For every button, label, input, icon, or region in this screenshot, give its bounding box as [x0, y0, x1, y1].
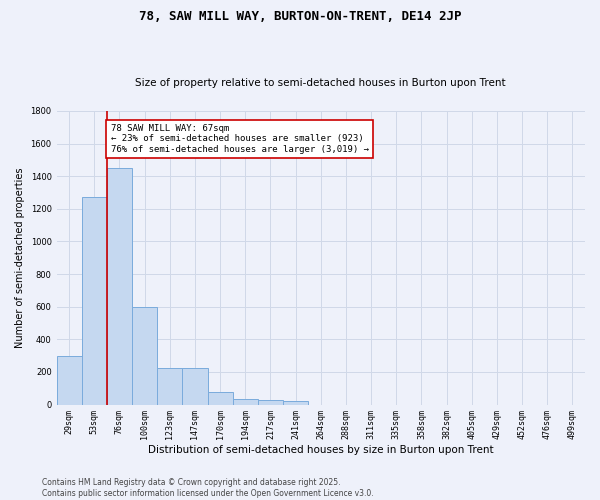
Bar — [258, 400, 283, 404]
Bar — [233, 399, 258, 404]
Title: Size of property relative to semi-detached houses in Burton upon Trent: Size of property relative to semi-detach… — [136, 78, 506, 88]
Bar — [283, 402, 308, 404]
Bar — [132, 306, 157, 404]
Y-axis label: Number of semi-detached properties: Number of semi-detached properties — [15, 168, 25, 348]
Bar — [157, 368, 182, 405]
Bar — [107, 168, 132, 404]
Bar — [208, 392, 233, 404]
Bar — [82, 198, 107, 404]
Text: Contains HM Land Registry data © Crown copyright and database right 2025.
Contai: Contains HM Land Registry data © Crown c… — [42, 478, 374, 498]
Text: 78 SAW MILL WAY: 67sqm
← 23% of semi-detached houses are smaller (923)
76% of se: 78 SAW MILL WAY: 67sqm ← 23% of semi-det… — [110, 124, 368, 154]
X-axis label: Distribution of semi-detached houses by size in Burton upon Trent: Distribution of semi-detached houses by … — [148, 445, 494, 455]
Bar — [182, 368, 208, 405]
Text: 78, SAW MILL WAY, BURTON-ON-TRENT, DE14 2JP: 78, SAW MILL WAY, BURTON-ON-TRENT, DE14 … — [139, 10, 461, 23]
Bar — [56, 356, 82, 405]
